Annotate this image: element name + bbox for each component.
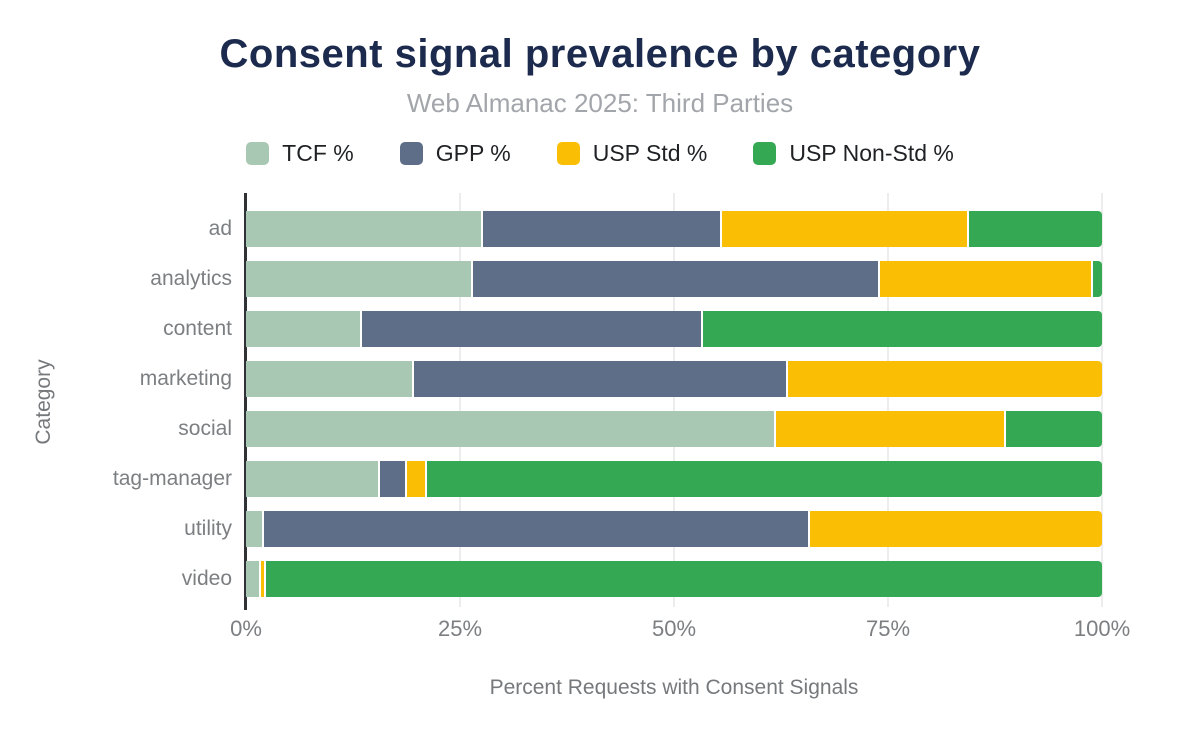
- bar-segment: [775, 411, 1007, 447]
- legend-label: TCF %: [282, 140, 354, 166]
- category-label-marketing: marketing: [139, 367, 232, 390]
- bar-row-content: [246, 311, 1102, 347]
- bar-segment: [246, 361, 414, 397]
- bar-segment: [406, 461, 427, 497]
- bar-segment: [1092, 261, 1102, 297]
- y-axis-line: [244, 193, 247, 610]
- legend: TCF % GPP % USP Std % USP Non-Std %: [0, 140, 1200, 167]
- bar-segment: [880, 261, 1093, 297]
- x-tick-label: 25%: [437, 616, 483, 641]
- bar-segment: [703, 311, 1102, 347]
- legend-swatch-icon: [556, 142, 580, 165]
- bar-segment: [1006, 411, 1102, 447]
- gridline: [459, 193, 461, 607]
- bar-segment: [362, 311, 704, 347]
- bar-row-ad: [246, 211, 1102, 247]
- bar-segment: [246, 561, 261, 597]
- category-label-ad: ad: [208, 217, 232, 240]
- legend-item-usp-non-std: USP Non-Std %: [753, 140, 954, 167]
- gridline: [1101, 193, 1103, 607]
- bar-row-analytics: [246, 261, 1102, 297]
- bar-segment: [483, 211, 722, 247]
- legend-swatch-icon: [246, 142, 270, 165]
- bar-row-marketing: [246, 361, 1102, 397]
- bar-segment: [413, 361, 788, 397]
- category-label-social: social: [178, 417, 232, 440]
- legend-label: USP Non-Std %: [789, 140, 954, 166]
- x-tick-label: 75%: [865, 616, 911, 641]
- bar-row-video: [246, 561, 1102, 597]
- gridline: [887, 193, 889, 607]
- category-label-utility: utility: [184, 517, 232, 540]
- gridline: [673, 193, 675, 607]
- bar-row-utility: [246, 511, 1102, 547]
- bar-segment: [246, 211, 484, 247]
- bar-segment: [263, 511, 811, 547]
- bar-segment: [260, 561, 266, 597]
- legend-item-gpp: GPP %: [399, 140, 511, 167]
- bar-segment: [426, 461, 1102, 497]
- bar-segment: [246, 511, 264, 547]
- bar-segment: [246, 311, 363, 347]
- bar-segment: [379, 461, 407, 497]
- x-tick-label: 50%: [651, 616, 697, 641]
- category-label-tag-manager: tag-manager: [112, 467, 232, 490]
- legend-item-tcf: TCF %: [246, 140, 354, 167]
- bar-segment: [721, 211, 970, 247]
- bar-row-social: [246, 411, 1102, 447]
- category-label-video: video: [181, 567, 232, 590]
- category-label-analytics: analytics: [150, 267, 232, 290]
- legend-swatch-icon: [753, 142, 777, 165]
- x-axis-title: Percent Requests with Consent Signals: [489, 676, 859, 699]
- x-tick-label: 0%: [230, 616, 262, 641]
- bar-row-tag-manager: [246, 461, 1102, 497]
- bar-segment: [246, 461, 380, 497]
- bar-segment: [246, 261, 473, 297]
- legend-swatch-icon: [399, 142, 423, 165]
- chart-title: Consent signal prevalence by category: [219, 32, 981, 76]
- x-tick-label: 100%: [1073, 616, 1131, 641]
- chart-subtitle: Web Almanac 2025: Third Parties: [406, 88, 794, 118]
- legend-item-usp-std: USP Std %: [556, 140, 708, 167]
- bar-segment: [265, 561, 1102, 597]
- y-axis-title: Category: [32, 359, 55, 445]
- legend-label: USP Std %: [592, 140, 708, 166]
- bar-segment: [246, 411, 776, 447]
- bar-segment: [472, 261, 881, 297]
- bar-segment: [787, 361, 1102, 397]
- bar-segment: [810, 511, 1102, 547]
- bar-segment: [969, 211, 1102, 247]
- legend-label: GPP %: [435, 140, 511, 166]
- category-label-content: content: [163, 317, 232, 340]
